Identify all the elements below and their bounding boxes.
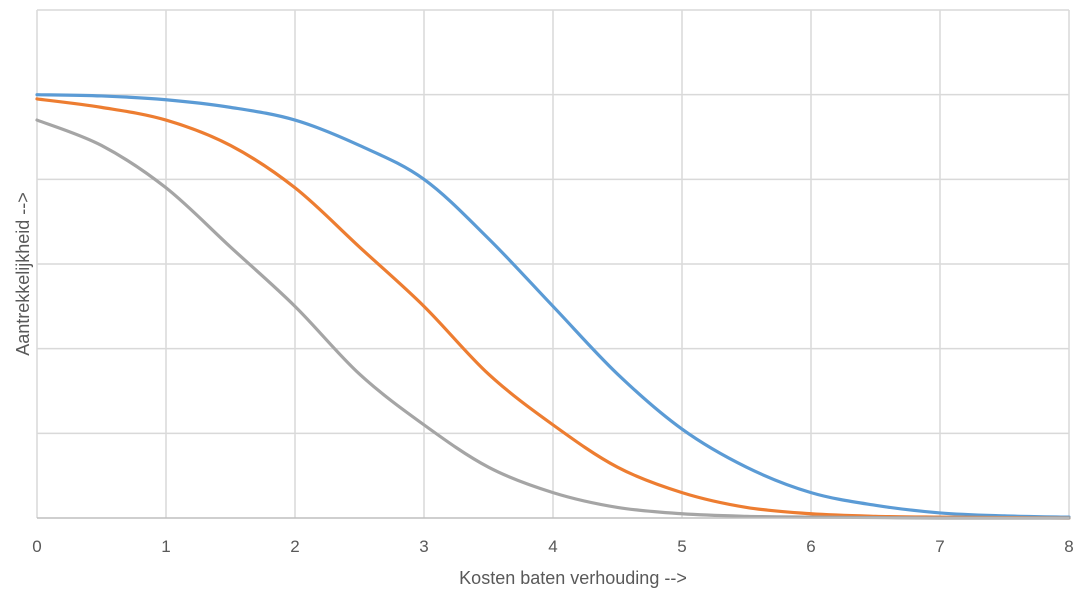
x-tick-label: 8 [1064, 537, 1073, 556]
y-axis-title: Aantrekkelijkheid --> [13, 192, 33, 356]
x-tick-label: 0 [32, 537, 41, 556]
x-tick-label: 3 [419, 537, 428, 556]
x-axis-title: Kosten baten verhouding --> [459, 568, 687, 588]
x-tick-label: 2 [290, 537, 299, 556]
x-tick-label: 5 [677, 537, 686, 556]
x-tick-label: 1 [161, 537, 170, 556]
gridlines [36, 9, 1070, 518]
series-line-1 [35, 93, 1071, 519]
x-tick-label: 6 [806, 537, 815, 556]
x-tick-labels: 0 1 2 3 4 5 6 7 8 [32, 537, 1073, 556]
x-tick-label: 7 [935, 537, 944, 556]
x-tick-label: 4 [548, 537, 557, 556]
